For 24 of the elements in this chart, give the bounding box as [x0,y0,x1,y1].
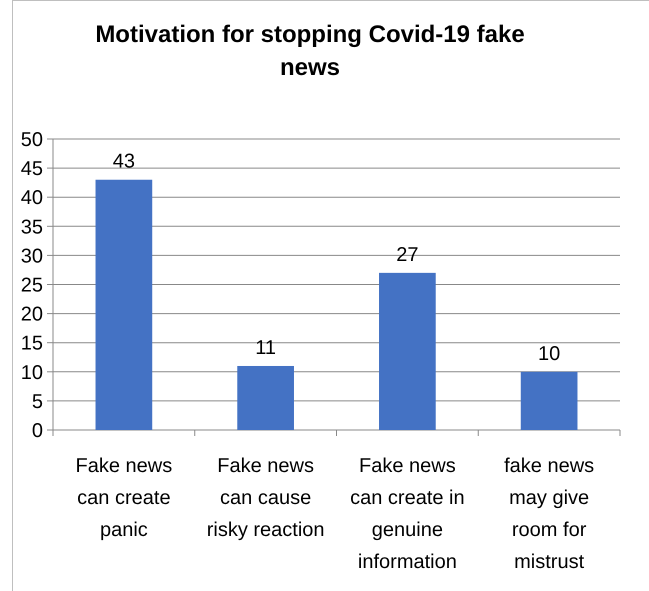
data-label: 10 [538,342,560,365]
x-tick-label: Fake news can cause risky reaction [206,455,325,541]
data-label: 27 [396,244,418,266]
y-tick-label: 50 [20,129,43,151]
y-tick-label: 0 [32,420,43,442]
bar [237,366,294,430]
y-tick-label: 5 [32,390,43,413]
y-tick-label: 30 [20,245,43,268]
bar [520,372,578,430]
y-tick-label: 40 [20,187,43,210]
y-tick-label: 25 [20,274,43,296]
y-tick-label: 10 [20,362,43,384]
bar [96,180,152,430]
bar [379,272,436,430]
y-tick-label: 20 [20,304,43,326]
x-tick-label: fake news may give room for mistrust [504,455,594,573]
data-label: 43 [112,150,135,173]
y-tick-label: 45 [20,158,43,180]
data-label: 11 [255,336,276,359]
y-tick-label: 15 [20,332,43,355]
x-tick-label: Fake news can create panic [76,455,172,541]
x-tick-label: Fake news can create in genuine information [350,455,465,573]
chart-title: Motivation for stopping Covid-19 fake news [95,21,525,81]
y-tick-label: 35 [20,216,43,238]
